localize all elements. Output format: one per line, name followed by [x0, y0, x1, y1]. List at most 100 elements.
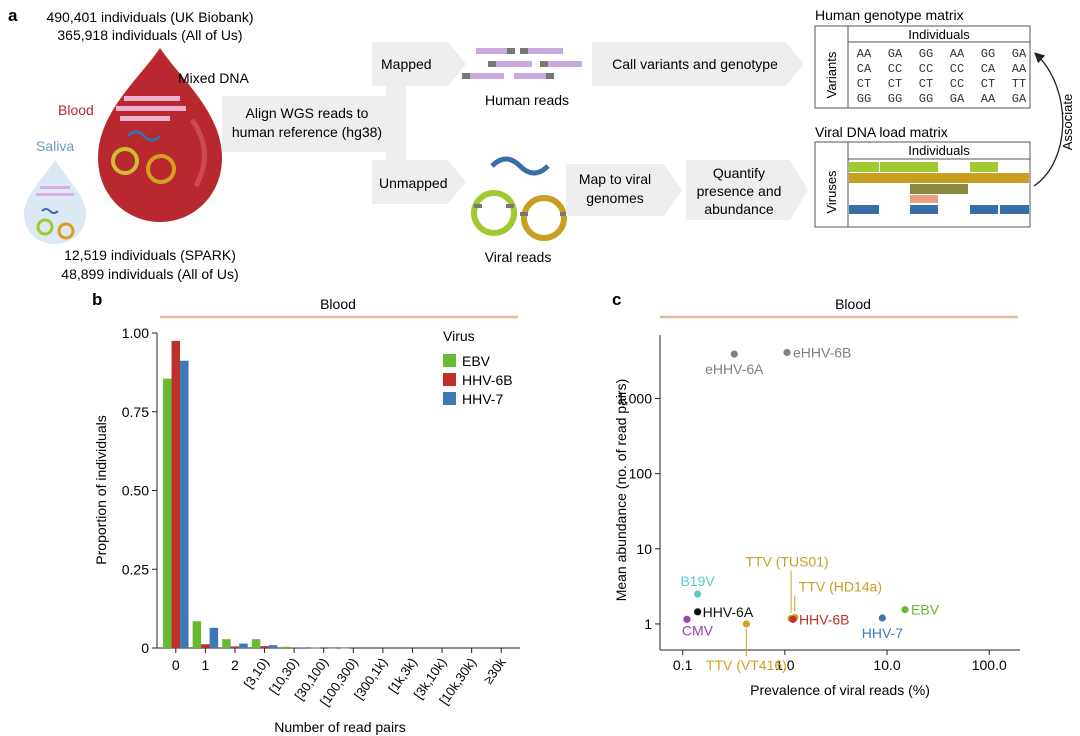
genotype-cell: CC [919, 62, 933, 76]
viral-individuals-header: Individuals [908, 143, 970, 158]
panel-b-xtick-label: 2 [231, 657, 239, 673]
call-variants-arrow-shape [592, 42, 804, 86]
bar-hhv-6b-2 [230, 646, 240, 648]
variants-axis-label: Variants [824, 51, 839, 98]
genotype-cell: CT [857, 77, 871, 91]
point-label-hhv-6b: HHV-6B [799, 611, 850, 627]
panel-c-ytick-label: 1,000 [617, 391, 652, 407]
bar-ebv-3 [251, 639, 261, 648]
genotype-cell: CC [888, 62, 902, 76]
genotype-cell: CT [981, 77, 995, 91]
mapped-arrow-shape [372, 42, 466, 86]
viral-cell [849, 205, 879, 214]
associate-label: Associate [1060, 94, 1075, 150]
align-text-1: Align WGS reads to [246, 105, 369, 121]
panel-b-xlabel: Number of read pairs [274, 719, 406, 735]
viral-load-matrix: Individuals Viruses [814, 141, 1031, 228]
panel-b-ytick-label: 0.50 [122, 483, 149, 499]
blood-count-aou: 365,918 individuals (All of Us) [57, 27, 242, 43]
viral-matrix-title: Viral DNA load matrix [815, 124, 948, 140]
viral-reads-icon [471, 156, 568, 241]
point-ebv [901, 606, 909, 614]
point-ttv-vt416 [742, 620, 750, 628]
point-hhv-7 [878, 614, 886, 622]
legend-swatch-hhv-7 [443, 392, 456, 405]
genotype-cell: GG [981, 47, 995, 61]
blood-count-ukb: 490,401 individuals (UK Biobank) [46, 9, 253, 25]
bar-ebv-2 [222, 639, 231, 648]
bar-hhv-6b-1 [201, 644, 210, 648]
saliva-count-spark: 12,519 individuals (SPARK) [64, 247, 236, 263]
bar-hhv-6b-3 [260, 646, 269, 648]
point-hhv-6b [789, 615, 797, 623]
genotype-cell: CT [919, 77, 933, 91]
panel-b-xtick-label: 0 [172, 657, 180, 673]
genotype-cell: GA [1012, 92, 1027, 106]
saliva-count-aou: 48,899 individuals (All of Us) [61, 266, 238, 282]
genotype-cell: CA [857, 62, 872, 76]
point-label-b19v: B19V [680, 573, 715, 589]
bar-hhv-7-1 [209, 627, 219, 648]
point-b19v [694, 590, 702, 598]
point-label-hhv-6a: HHV-6A [703, 604, 754, 620]
viral-cell [849, 162, 879, 172]
legend-label-ebv: EBV [462, 353, 491, 369]
viruses-axis-label: Viruses [824, 170, 839, 214]
genotype-cell: CC [950, 77, 964, 91]
panel-b-ytick-label: 0.25 [122, 561, 149, 577]
panel-b-ytick-label: 0 [141, 640, 149, 656]
unmapped-label: Unmapped [379, 175, 448, 191]
panel-a-label: a [8, 6, 18, 25]
panel-b-legend: Virus EBV HHV-6B HHV-7 [443, 328, 513, 407]
panel-b-ylabel: Proportion of individuals [93, 415, 109, 564]
panel-c-xtick-label: 0.1 [673, 657, 693, 673]
bar-ebv-5 [310, 647, 320, 649]
panel-c-xlabel: Prevalence of viral reads (%) [750, 682, 930, 698]
genotype-cell: GG [857, 92, 871, 106]
panel-c-xtick-label: 10.0 [873, 657, 900, 673]
point-label-ttv-hd14a: TTV (HD14a) [799, 578, 882, 594]
viral-reads-label: Viral reads [485, 249, 552, 265]
bar-ebv-6 [340, 647, 350, 649]
panel-c-scatter-chart: c Blood Mean abundance (no. of read pair… [612, 290, 1020, 698]
panel-c-ytick-label: 10 [636, 541, 652, 557]
legend-label-hhv-7: HHV-7 [462, 391, 503, 407]
genotype-cell: CA [981, 62, 996, 76]
viral-cell [910, 205, 938, 214]
map-viral-arrow-shape [566, 164, 682, 216]
genotype-cell: GG [919, 92, 933, 106]
panel-b-ytick-label: 1.00 [122, 325, 149, 341]
panel-b-xtick-label: 1 [201, 657, 209, 673]
point-label-ebv: EBV [911, 602, 940, 618]
panel-b-xtick-label: ≥30k [480, 655, 509, 687]
genotype-cell: CC [950, 62, 964, 76]
panel-a: a 490,401 individuals (UK Biobank) 365,9… [8, 6, 1075, 282]
point-label-ehhv-6a: eHHV-6A [705, 361, 764, 377]
panel-b-bar-chart: b Blood Proportion of individuals Number… [92, 290, 520, 735]
panel-c-ytick-label: 100 [629, 466, 653, 482]
point-label-ttv-tus01: TTV (TUS01) [745, 554, 828, 570]
panel-b-ytick-label: 0.75 [122, 404, 149, 420]
blood-label: Blood [58, 102, 94, 118]
genotype-cell: GA [950, 92, 965, 106]
panel-b-title: Blood [320, 296, 356, 312]
legend-title: Virus [443, 328, 475, 344]
genotype-cell: GA [888, 47, 903, 61]
map-viral-label-2: genomes [586, 190, 644, 206]
panel-c-title: Blood [835, 296, 871, 312]
legend-swatch-ebv [443, 354, 456, 367]
align-arrow-shape [222, 96, 400, 152]
panel-c-label: c [612, 290, 621, 309]
quantify-label-2: presence and [697, 183, 782, 199]
genotype-matrix-title: Human genotype matrix [815, 7, 964, 23]
blood-drop-icon [98, 48, 222, 222]
point-cmv [683, 615, 691, 623]
panel-c-xtick-label: 100.0 [972, 657, 1007, 673]
bar-hhv-6b-0 [171, 340, 181, 648]
bar-hhv-7-3 [268, 645, 278, 648]
saliva-drop-icon [24, 160, 86, 244]
panel-c-xtick-label: 1.0 [775, 657, 795, 673]
bar-hhv-7-2 [239, 643, 248, 648]
point-label-ttv-vt416: TTV (VT416) [706, 657, 787, 673]
